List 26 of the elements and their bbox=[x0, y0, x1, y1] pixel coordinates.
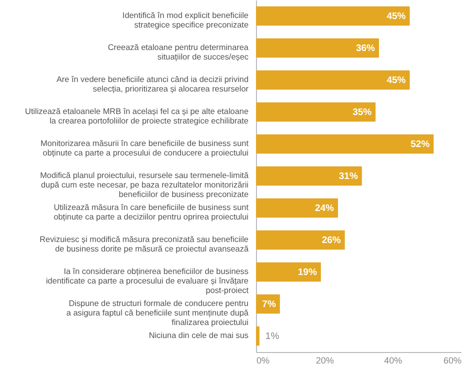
y-tick-label: Utilizează măsura în care beneficiile de business sunt obținute ca parte a deciziilor pentru oprirea proiectului bbox=[54, 203, 250, 222]
data-label: 26% bbox=[322, 235, 342, 246]
data-label: 31% bbox=[338, 171, 358, 182]
x-tick-label: 0% bbox=[256, 356, 270, 366]
y-tick-label: Are în vedere beneficiile atunci când ia decizii privind selecția, prioritizarea și alocarea resurselor bbox=[56, 75, 249, 94]
data-label: 45% bbox=[386, 75, 406, 86]
x-tick-label: 20% bbox=[316, 356, 334, 366]
y-tick-label: Dispune de structuri formale de conducere pentru a asigura faptul că beneficiile sunt menținute după finalizarea proiectului bbox=[66, 299, 249, 328]
data-label: 35% bbox=[352, 107, 372, 118]
data-label: 52% bbox=[410, 139, 430, 150]
y-tick-label: Utilizează etaloanele MRB în același fel ca și pe alte etaloane la crearea portofoliilor de proiecte strategice echilibrate bbox=[25, 107, 249, 126]
data-label: 1% bbox=[265, 331, 280, 342]
y-tick-label: Ia în considerare obținerea beneficiilor de business identificate ca parte a procesului de evaluare și învățare post-proiect bbox=[46, 267, 250, 296]
y-tick-label: Monitorizarea măsurii în care beneficiile de business sunt obținute ca parte a procesului de conducere a proiectului bbox=[40, 139, 250, 158]
y-tick-label: Niciuna din cele de mai sus bbox=[148, 331, 248, 340]
y-tick-label: Revizuiesc și modifică măsura preconizată sau beneficiile de business dorite pe măsură ce proiectul avansează bbox=[40, 235, 249, 254]
data-label: 24% bbox=[314, 203, 335, 214]
y-tick-label: Creează etaloane pentru determinarea situațiilor de succes/eșec bbox=[108, 43, 249, 62]
data-label: 7% bbox=[262, 299, 276, 310]
y-tick-label: Identifică în mod explicit beneficiile strategice specifice preconizate bbox=[122, 11, 249, 30]
data-label: 45% bbox=[386, 11, 406, 22]
x-tick-label: 40% bbox=[384, 356, 402, 366]
x-tick-label: 60% bbox=[443, 356, 462, 366]
data-label: 19% bbox=[298, 267, 318, 278]
y-tick-label: Modifică planul proiectului, resursele sau termenele-limită după cum este necesar, pe baza rezultatelor monitorizării beneficiilor de business preconizate bbox=[40, 171, 249, 200]
data-label: 36% bbox=[356, 43, 376, 54]
